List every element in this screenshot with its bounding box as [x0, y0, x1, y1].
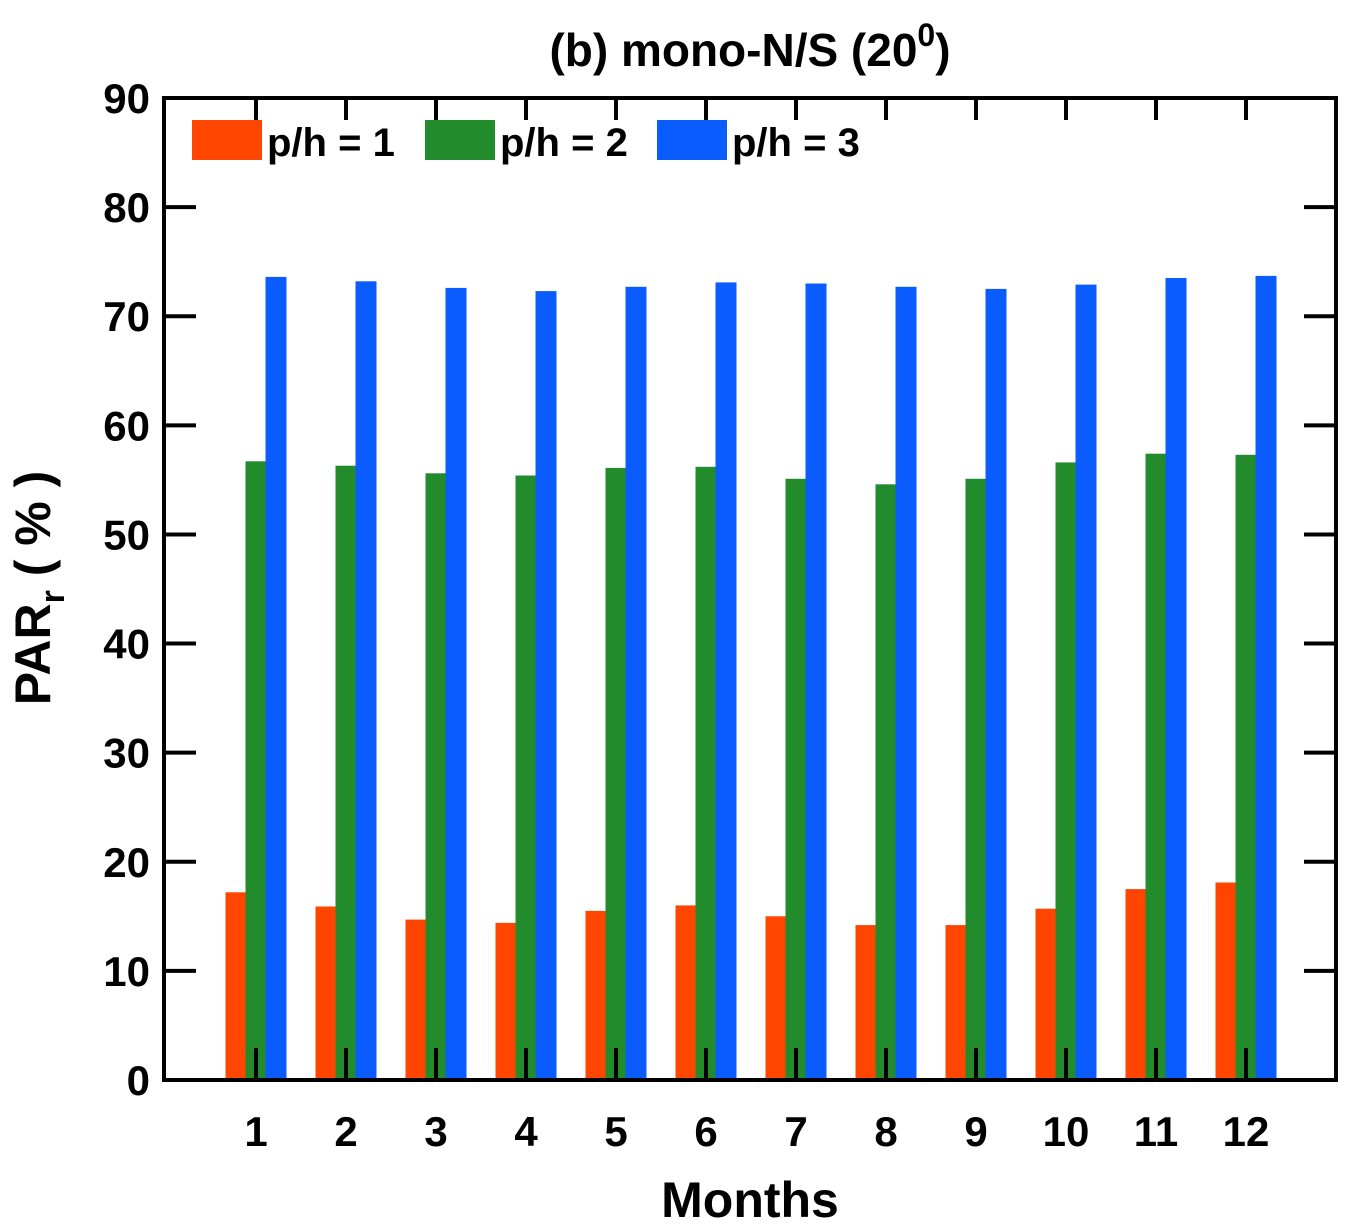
bar-month-12-series-2	[1235, 454, 1257, 1080]
bar-month-10-series-3	[1075, 284, 1097, 1081]
bar-month-3-series-3	[445, 287, 467, 1080]
y-axis-title: PARr ( % )	[5, 471, 72, 706]
y-tick-label-50: 50	[103, 511, 150, 558]
bar-month-10-series-1	[1035, 908, 1057, 1080]
y-tick-label-0: 0	[127, 1057, 150, 1104]
y-axis-title-main: PAR	[5, 603, 61, 705]
bar-month-7-series-1	[765, 916, 787, 1080]
bar-month-4-series-2	[515, 475, 537, 1080]
bar-month-1-series-2	[245, 461, 267, 1080]
x-tick-label-5: 5	[604, 1108, 627, 1155]
legend: p/h = 1 p/h = 2 p/h = 3	[192, 120, 860, 165]
bar-month-8-series-3	[895, 286, 917, 1080]
bar-month-7-series-2	[785, 478, 807, 1080]
x-tick-label-12: 12	[1223, 1108, 1270, 1155]
bar-month-3-series-2	[425, 473, 447, 1080]
bar-month-9-series-2	[965, 478, 987, 1080]
y-tick-label-90: 90	[103, 75, 150, 122]
bars-layer	[225, 275, 1277, 1081]
x-tick-label-10: 10	[1043, 1108, 1090, 1155]
bar-month-12-series-1	[1215, 882, 1237, 1080]
y-tick-label-30: 30	[103, 730, 150, 777]
y-axis-title-subscript: r	[34, 590, 72, 603]
bar-month-8-series-2	[875, 484, 897, 1080]
legend-swatch-3	[657, 120, 727, 160]
bar-month-6-series-2	[695, 466, 717, 1080]
bar-month-10-series-2	[1055, 462, 1077, 1080]
x-axis-title: Months	[661, 1172, 839, 1228]
y-tick-label-60: 60	[103, 402, 150, 449]
bar-month-5-series-3	[625, 286, 647, 1080]
chart-title-main: (b) mono-N/S (20	[549, 24, 917, 76]
bar-month-2-series-3	[355, 281, 377, 1080]
bar-month-1-series-3	[265, 276, 287, 1080]
x-tick-label-4: 4	[514, 1108, 538, 1155]
legend-label-3: p/h = 3	[732, 121, 860, 165]
bar-month-12-series-3	[1255, 275, 1277, 1080]
bar-month-11-series-2	[1145, 453, 1167, 1080]
bar-month-11-series-3	[1165, 278, 1187, 1080]
bar-month-8-series-1	[855, 925, 877, 1080]
y-tick-label-40: 40	[103, 621, 150, 668]
bar-month-9-series-3	[985, 288, 1007, 1080]
bar-month-2-series-1	[315, 906, 337, 1080]
bar-month-5-series-1	[585, 910, 607, 1080]
y-tick-label-70: 70	[103, 293, 150, 340]
y-tick-label-80: 80	[103, 184, 150, 231]
legend-swatch-1	[192, 120, 262, 160]
x-tick-label-6: 6	[694, 1108, 717, 1155]
chart-title: (b) mono-N/S (200)	[549, 17, 950, 76]
bar-month-1-series-1	[225, 892, 247, 1080]
x-tick-label-2: 2	[334, 1108, 357, 1155]
bar-month-7-series-3	[805, 283, 827, 1080]
bar-month-4-series-1	[495, 922, 517, 1080]
y-tick-label-20: 20	[103, 839, 150, 886]
x-tick-label-1: 1	[244, 1108, 267, 1155]
bar-month-6-series-3	[715, 282, 737, 1080]
bar-month-3-series-1	[405, 919, 427, 1080]
legend-label-2: p/h = 2	[500, 121, 628, 165]
bar-month-5-series-2	[605, 467, 627, 1080]
x-tick-label-8: 8	[874, 1108, 897, 1155]
bar-month-9-series-1	[945, 925, 967, 1080]
legend-label-1: p/h = 1	[267, 121, 395, 165]
bar-month-2-series-2	[335, 465, 357, 1080]
y-tick-label-10: 10	[103, 948, 150, 995]
bar-month-6-series-1	[675, 905, 697, 1080]
x-tick-label-11: 11	[1134, 1108, 1178, 1155]
chart-title-close: )	[935, 24, 950, 76]
legend-swatch-2	[425, 120, 495, 160]
chart-title-superscript: 0	[917, 17, 935, 53]
bar-month-4-series-3	[535, 291, 557, 1081]
x-tick-label-7: 7	[784, 1108, 807, 1155]
x-tick-label-3: 3	[424, 1108, 447, 1155]
y-axis-title-unit: ( % )	[5, 471, 61, 590]
x-tick-label-9: 9	[964, 1108, 987, 1155]
plot-frame	[162, 96, 1338, 1082]
bar-month-11-series-1	[1125, 889, 1147, 1080]
